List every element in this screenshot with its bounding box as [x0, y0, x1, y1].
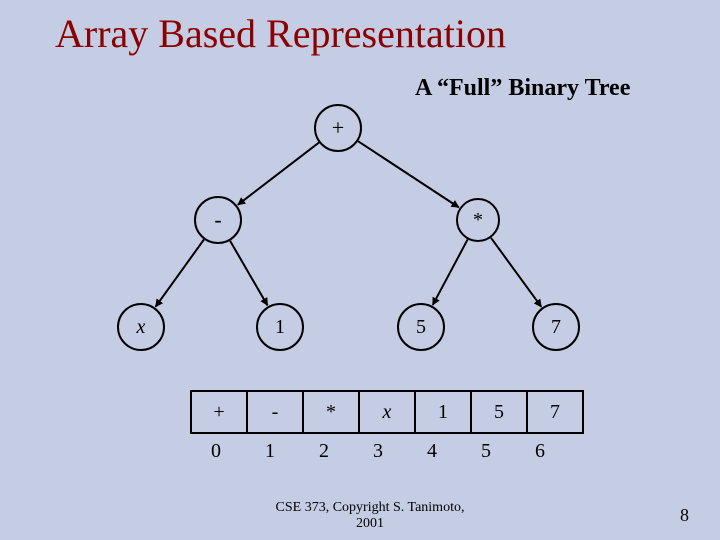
tree-node-label: 7	[551, 316, 561, 339]
tree-node-label: *	[473, 209, 483, 232]
slide-subtitle: A “Full” Binary Tree	[415, 75, 630, 102]
tree-node-n3: x	[117, 303, 165, 351]
array-cell-6: 7	[527, 391, 583, 433]
array-cell-5: 5	[471, 391, 527, 433]
array-index-5: 5	[460, 440, 512, 463]
slide-title: Array Based Representation	[55, 10, 506, 57]
array-index-3: 3	[352, 440, 404, 463]
page-number: 8	[680, 505, 689, 526]
array-index-2: 2	[298, 440, 350, 463]
tree-node-n0: +	[314, 104, 362, 152]
array-cell-3: x	[359, 391, 415, 433]
tree-edge	[230, 241, 267, 306]
tree-node-n5: 5	[397, 303, 445, 351]
array-index-0: 0	[190, 440, 242, 463]
array-cell-0: +	[191, 391, 247, 433]
tree-node-n2: *	[456, 198, 500, 242]
tree-edge	[238, 143, 319, 205]
array-index-4: 4	[406, 440, 458, 463]
array-index-6: 6	[514, 440, 566, 463]
tree-node-n4: 1	[256, 303, 304, 351]
tree-node-n1: -	[194, 196, 242, 244]
tree-node-label: 5	[416, 316, 426, 339]
tree-node-label: -	[214, 207, 221, 233]
tree-node-n6: 7	[532, 303, 580, 351]
tree-edge	[491, 238, 541, 307]
tree-node-label: x	[137, 316, 146, 339]
array-index-1: 1	[244, 440, 296, 463]
copyright-text: CSE 373, Copyright S. Tanimoto, 2001	[240, 500, 500, 532]
array-cell-2: *	[303, 391, 359, 433]
tree-node-label: +	[332, 115, 344, 141]
tree-edge	[433, 239, 468, 305]
tree-edge	[358, 141, 459, 207]
tree-edge	[156, 239, 204, 306]
tree-node-label: 1	[275, 316, 285, 339]
array-cell-4: 1	[415, 391, 471, 433]
array-cell-1: -	[247, 391, 303, 433]
array-table: +-*x157	[190, 390, 584, 434]
